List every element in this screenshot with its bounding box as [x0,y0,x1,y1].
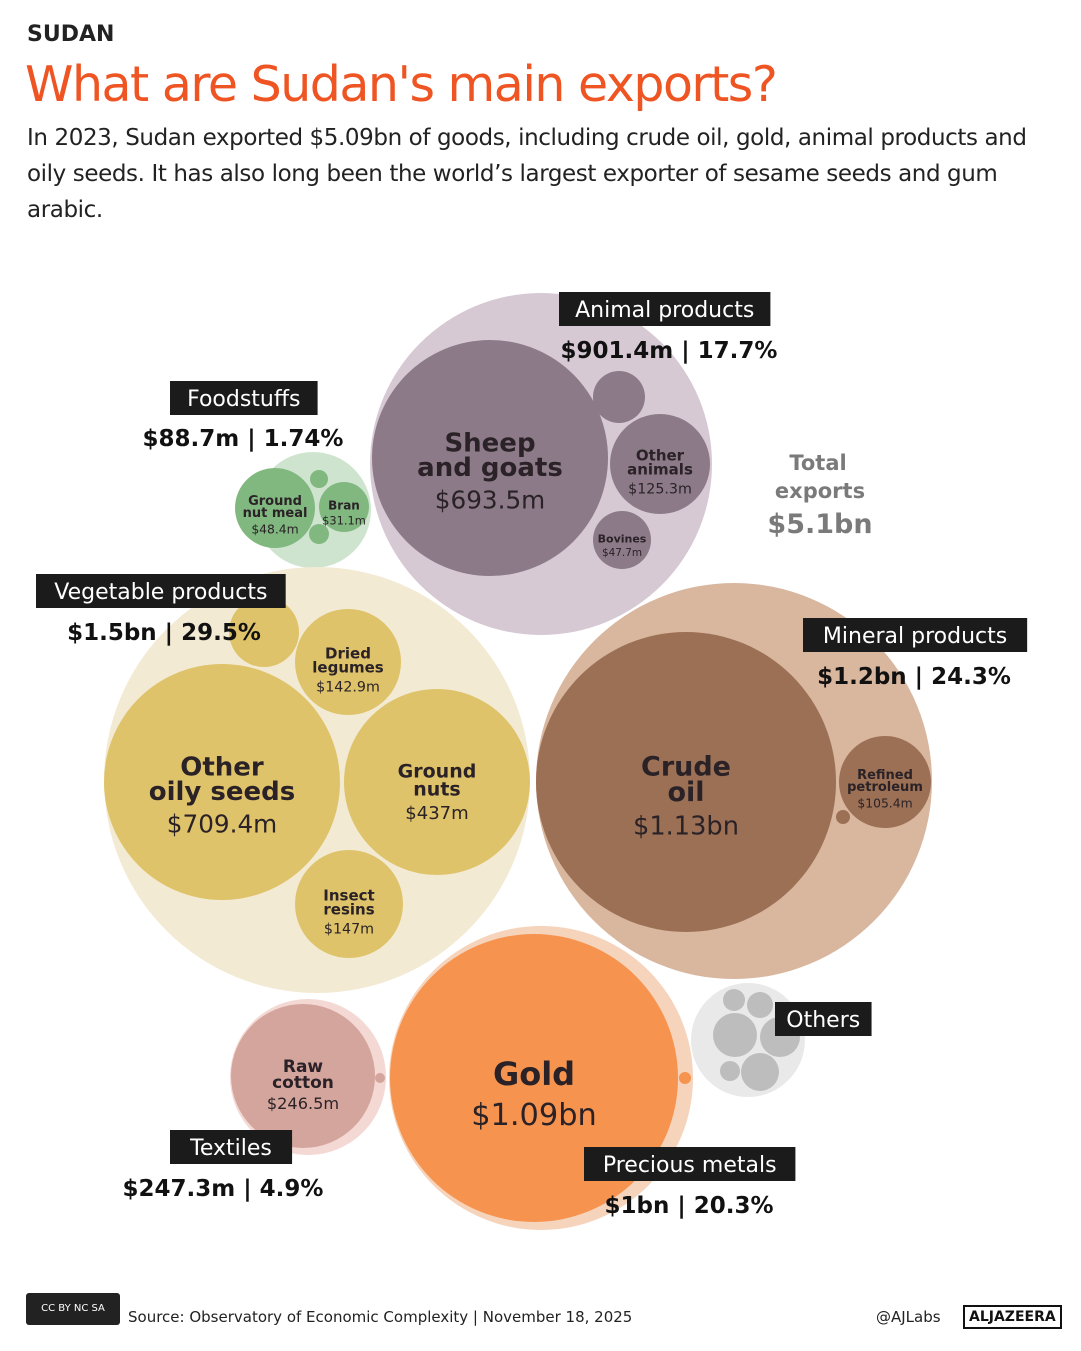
item-bubble [593,371,645,423]
item-name: Other [636,446,685,464]
item-bubble [310,470,328,488]
item-value: $693.5m [435,486,545,515]
cc-license-icon: CC BY NC SA [26,1293,120,1325]
item-name: Crude [641,751,731,782]
total-label: Total [789,451,846,475]
item-name: Insect [323,886,374,904]
item-name: animals [627,461,693,479]
item-name: Dried [325,644,371,662]
item-bubble [104,664,340,900]
item-bubble [295,609,401,715]
aljazeera-logo: ALJAZEERA [963,1305,1062,1329]
item-bubble [319,482,369,532]
item-value: $105.4m [857,796,912,810]
group-label: Vegetable products [54,580,267,605]
item-bubble [747,992,773,1018]
group-value: $88.7m | 1.74% [143,426,344,452]
item-value: $709.4m [167,810,277,839]
group-value: $1.2bn | 24.3% [817,664,1011,690]
group-label: Others [786,1008,860,1033]
item-bubble [229,597,299,667]
item-bubble [295,850,403,958]
item-name: Ground [398,760,477,782]
group-label: Mineral products [823,624,1007,649]
item-name: Gold [493,1055,575,1093]
item-bubble [836,810,850,824]
item-bubble [713,1013,757,1057]
item-bubble [536,632,836,932]
item-value: $31.1m [322,514,366,528]
source-text: Source: Observatory of Economic Complexi… [128,1308,633,1326]
total-label: exports [775,479,865,503]
group-label: Textiles [189,1136,272,1161]
item-name: Sheep [444,429,535,459]
item-bubble [344,689,530,875]
subtitle: In 2023, Sudan exported $5.09bn of goods… [27,125,1027,223]
item-bubble [235,468,315,548]
item-bubble [839,736,931,828]
group-value: $247.3m | 4.9% [123,1176,324,1202]
item-value: $147m [324,921,374,937]
item-name: Refined [857,768,913,783]
group-label-box [584,1147,796,1181]
item-value: $246.5m [267,1094,339,1113]
group-label-box [170,381,318,415]
item-name: oil [667,777,704,808]
item-bubble [375,1073,385,1083]
item-value: $1.09bn [471,1098,597,1133]
group-value: $901.4m | 17.7% [561,338,778,364]
item-value: $47.7m [602,547,642,559]
item-name: legumes [312,659,384,677]
item-name: petroleum [847,780,923,795]
page-title: What are Sudan's main exports? [25,56,778,113]
item-bubble [309,524,329,544]
item-name: resins [323,901,374,919]
total-value: $5.1bn [767,509,872,540]
item-value: $1.13bn [633,812,739,842]
group-label-box [36,574,286,608]
item-bubble [741,1053,779,1091]
group-label-box [775,1002,872,1036]
group-label: Animal products [575,298,754,323]
item-value: $437m [405,803,468,824]
item-name: nuts [413,778,460,800]
handle: @AJLabs [876,1308,941,1326]
item-name: and goats [417,453,563,483]
group-label: Precious metals [603,1153,777,1178]
item-bubble [723,989,745,1011]
item-value: $142.9m [316,679,380,695]
item-name: oily seeds [149,777,296,807]
item-name: Bovines [598,532,647,545]
item-name: Bran [328,499,360,513]
item-bubble [593,511,651,569]
group-value: $1.5bn | 29.5% [67,620,261,646]
item-value: $125.3m [628,481,692,497]
kicker: SUDAN [27,22,115,47]
item-name: nut meal [243,506,308,521]
item-name: Ground [248,494,302,509]
group-value: $1bn | 20.3% [604,1193,773,1219]
item-name: Other [180,753,264,783]
item-bubble [231,1004,375,1148]
group-label: Foodstuffs [187,387,300,412]
item-name: Raw [283,1057,324,1077]
group-label-box [170,1130,293,1164]
group-label-box [803,618,1028,652]
item-bubble [372,340,608,576]
group-label-box [559,292,771,326]
item-bubble [610,414,710,514]
item-value: $48.4m [251,522,298,536]
item-bubble [720,1061,740,1081]
item-name: cotton [272,1073,334,1093]
item-bubble [679,1072,691,1084]
